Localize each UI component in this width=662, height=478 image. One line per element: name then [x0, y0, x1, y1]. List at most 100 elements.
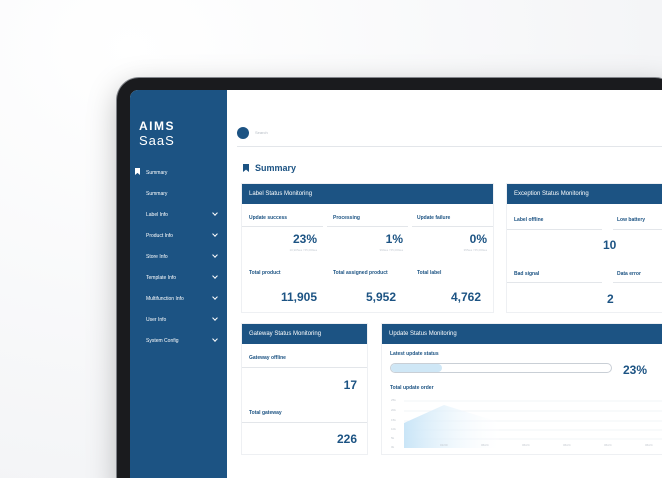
logo-line2: SaaS [139, 133, 175, 148]
sidebar-item-label: Product Info [146, 232, 173, 239]
processing-label: Processing [333, 215, 360, 221]
y-tick: 0k [391, 445, 395, 449]
chevron-down-icon [212, 315, 218, 321]
low-battery-label: Low battery [617, 217, 646, 223]
label-status-card: Label Status Monitoring Update success 2… [242, 184, 493, 312]
total-label-value: 4,762 [450, 290, 481, 304]
sidebar-item-multifunction-info[interactable]: Multifunction Info [130, 288, 227, 309]
x-tick: 06/24 [481, 443, 489, 447]
update-status-header: Update Status Monitoring [382, 324, 662, 344]
sidebar-item-label: Summary [146, 190, 168, 197]
latest-update-value: 23% [623, 363, 648, 377]
x-tick: 06/24 [563, 443, 571, 447]
divider [613, 282, 662, 283]
label-offline-label: Label offline [514, 217, 544, 223]
divider [507, 282, 602, 283]
total-product-value: 11,905 [280, 290, 317, 304]
exception-status-card: Exception Status Monitoring Label offlin… [507, 184, 662, 312]
progress-fill [391, 364, 442, 372]
sidebar-item-label: Summary [146, 169, 168, 176]
x-tick: 06/24 [645, 443, 653, 447]
sidebar-item-template-info[interactable]: Template Info [130, 267, 227, 288]
chevron-down-icon [212, 210, 218, 216]
sidebar-item-label-info[interactable]: Label Info [130, 204, 227, 225]
update-failure-sub: 355ea / 55,009ea [463, 248, 487, 252]
search-input[interactable]: Search [255, 130, 268, 135]
y-tick: 5k [391, 436, 395, 440]
update-success-label: Update success [249, 215, 288, 221]
total-update-order-label: Total update order [390, 385, 434, 391]
latest-update-progress [390, 363, 612, 373]
area-series [404, 405, 499, 448]
sidebar-item-store-info[interactable]: Store Info [130, 246, 227, 267]
bad-signal-label: Bad signal [514, 271, 540, 277]
bookmark-icon [243, 164, 249, 172]
label-offline-value: 10 [603, 238, 617, 252]
sidebar-item-summary[interactable]: Summary [130, 183, 227, 204]
divider [613, 229, 662, 230]
sidebar-item-label: User Info [146, 316, 167, 323]
gateway-offline-label: Gateway offline [249, 355, 286, 361]
chevron-down-icon [212, 252, 218, 258]
sidebar-item-label: Label Info [146, 211, 168, 218]
chevron-down-icon [212, 273, 218, 279]
processing-sub: 999ea / 55,009ea [379, 248, 403, 252]
chevron-down-icon [212, 336, 218, 342]
update-status-card: Update Status Monitoring Latest update s… [382, 324, 662, 454]
y-tick: 25k [391, 398, 396, 402]
processing-value: 1% [385, 232, 403, 246]
gateway-status-card: Gateway Status Monitoring Gateway offlin… [242, 324, 367, 454]
sidebar-item-user-info[interactable]: User Info [130, 309, 227, 330]
divider [507, 229, 602, 230]
y-tick: 10k [391, 427, 396, 431]
update-order-chart [404, 400, 662, 448]
page-title: Summary [243, 163, 296, 173]
divider [327, 226, 408, 227]
gateway-status-header: Gateway Status Monitoring [242, 324, 367, 344]
bad-signal-value: 2 [607, 292, 614, 306]
total-label-label: Total label [417, 270, 442, 276]
latest-update-label: Latest update status [390, 351, 439, 357]
app-logo: AIMS SaaS [139, 120, 175, 147]
app-screen: AIMS SaaS Summary Summary Label Info Pro… [130, 90, 662, 478]
sidebar-item-label: Store Info [146, 253, 168, 260]
total-product-label: Total product [249, 270, 281, 276]
divider [242, 367, 367, 368]
sidebar: AIMS SaaS Summary Summary Label Info Pro… [130, 90, 227, 478]
sidebar-item-system-config[interactable]: System Config [130, 330, 227, 351]
update-success-sub: 10,905ea / 55,009ea [289, 248, 317, 252]
exception-status-header: Exception Status Monitoring [507, 184, 662, 204]
sidebar-item-label: Template Info [146, 274, 177, 281]
x-tick: 01/30 [440, 443, 448, 447]
sidebar-item-label: System Config [146, 337, 179, 344]
chevron-down-icon [212, 231, 218, 237]
logo-line1: AIMS [139, 119, 175, 133]
sidebar-item-summary-parent[interactable]: Summary [130, 162, 227, 183]
sidebar-nav: Summary Summary Label Info Product Info … [130, 162, 227, 351]
sidebar-item-label: Multifunction Info [146, 295, 184, 302]
divider [242, 226, 323, 227]
x-tick: 06/24 [522, 443, 530, 447]
update-success-value: 23% [292, 232, 317, 246]
update-failure-label: Update failure [417, 215, 451, 221]
x-tick: 06/24 [604, 443, 612, 447]
total-assigned-label: Total assigned product [333, 270, 388, 276]
main-content: Search Summary Label Status Monitoring U… [227, 90, 662, 478]
gateway-offline-value: 17 [343, 378, 357, 392]
page-title-text: Summary [255, 163, 297, 173]
label-status-header: Label Status Monitoring [242, 184, 493, 204]
sidebar-item-product-info[interactable]: Product Info [130, 225, 227, 246]
update-failure-value: 0% [469, 232, 487, 246]
total-gateway-value: 226 [336, 432, 357, 446]
data-error-label: Data error [617, 271, 641, 277]
search-icon [237, 127, 249, 139]
chevron-down-icon [212, 294, 218, 300]
bookmark-icon [135, 168, 140, 175]
divider [242, 422, 367, 423]
search-bar[interactable]: Search [237, 127, 662, 147]
y-tick: 20k [391, 408, 396, 412]
total-assigned-value: 5,952 [365, 290, 396, 304]
divider [412, 226, 493, 227]
y-tick: 15k [391, 418, 396, 422]
